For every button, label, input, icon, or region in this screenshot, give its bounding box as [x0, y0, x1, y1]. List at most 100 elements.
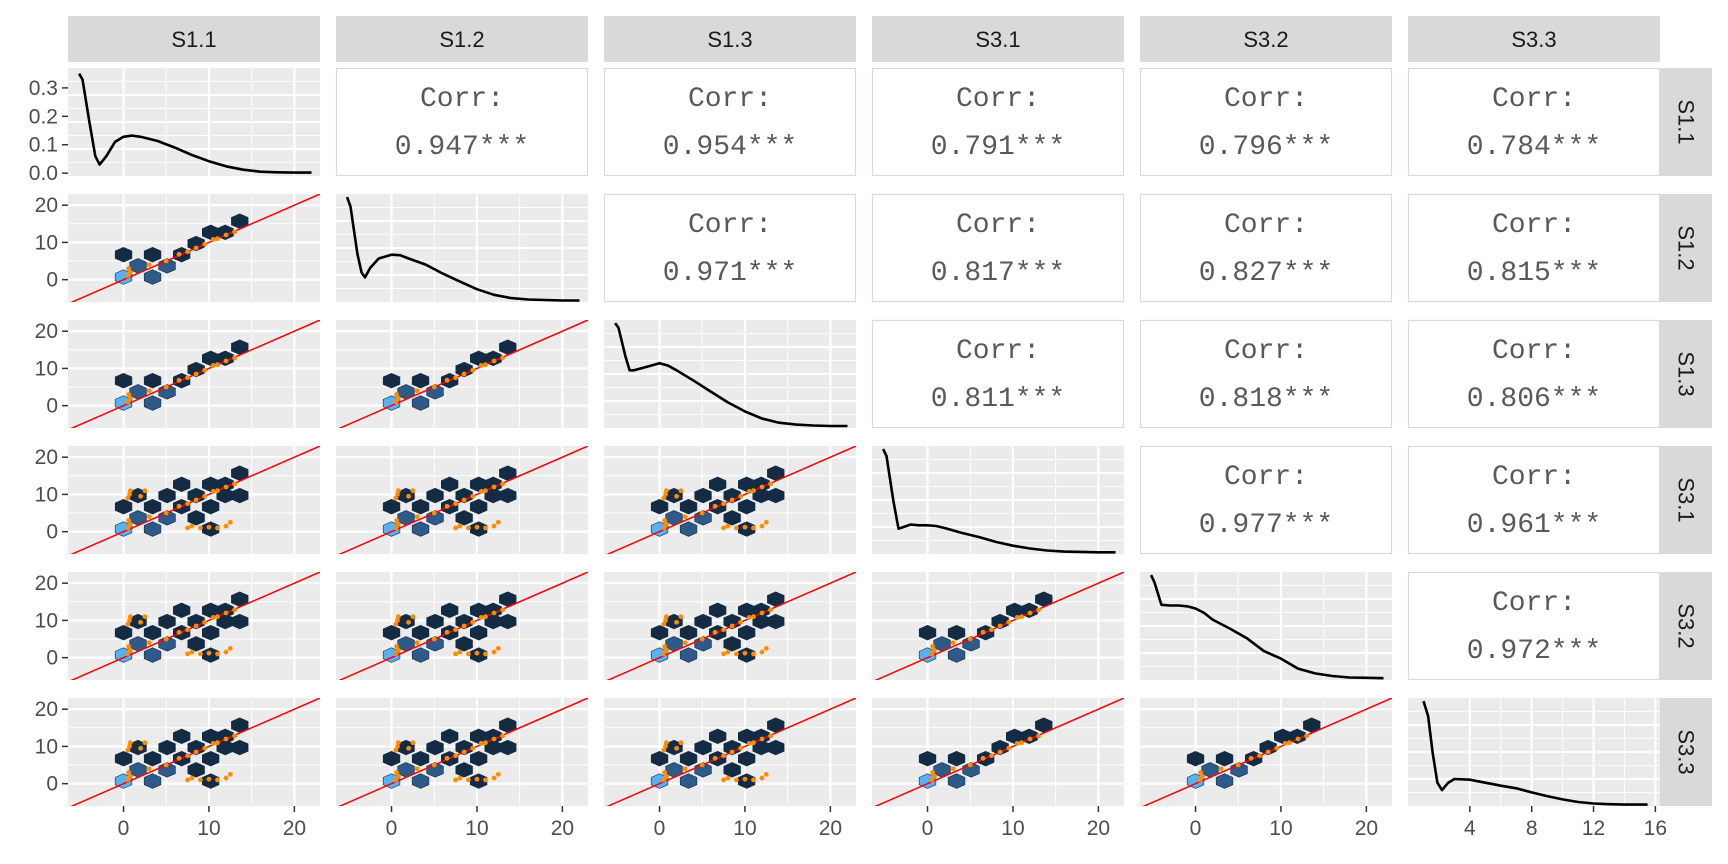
scatter-point [125, 399, 131, 405]
scatter-point [444, 629, 450, 635]
scatter-point [763, 771, 769, 777]
scatter-point [483, 740, 488, 746]
scatter-point [223, 232, 229, 238]
scatter-point [500, 481, 505, 487]
corr-label: Corr: [688, 210, 772, 241]
panel-S3.1-S3.3: Corr: 0.961*** [1407, 445, 1661, 555]
scatter-point [163, 510, 169, 516]
hexbin-layer [650, 717, 785, 789]
corr-label: Corr: [1224, 210, 1308, 241]
y-tick-label: 0 [46, 521, 58, 544]
hex-cell [202, 624, 220, 641]
hex-cell [767, 487, 785, 504]
panel-S3.3-S1.2 [336, 698, 588, 806]
scatter-point [185, 249, 190, 255]
scatter-point [1027, 736, 1033, 742]
scatter-point [661, 525, 667, 531]
scatter-point [1265, 749, 1271, 755]
hex-cell [382, 624, 401, 641]
hex-cell [143, 521, 162, 537]
corr-value: 0.971*** [663, 258, 797, 289]
scatter-point [127, 744, 132, 749]
scatter-point [466, 525, 471, 531]
scatter-point [929, 777, 935, 783]
hex-cell [143, 647, 162, 663]
density-curve [1149, 574, 1384, 680]
scatter-point [1287, 740, 1292, 746]
scatter-point [1019, 614, 1024, 620]
scatter-point [395, 740, 401, 746]
scatter-point [491, 610, 497, 616]
scatter-point [189, 523, 195, 529]
scatter-point [1295, 736, 1301, 742]
scatter-point [185, 627, 190, 633]
hex-cell [411, 372, 430, 389]
panel-S3.2-S1.3 [604, 572, 856, 680]
scatter-point [721, 753, 726, 759]
hex-cell [426, 739, 444, 756]
scatter-point [210, 741, 216, 746]
scatter-point [738, 745, 744, 751]
hex-cell [143, 750, 162, 767]
scatter-point [176, 503, 182, 509]
scatter-point [474, 650, 480, 656]
scatter-point [1019, 740, 1024, 746]
hex-cell [469, 521, 488, 537]
scatter-point [967, 762, 973, 768]
row-strip-label: S3.1 [1674, 477, 1699, 522]
scatter-point [721, 525, 726, 531]
scatter-point [478, 615, 484, 620]
corr-value: 0.817*** [931, 258, 1065, 289]
panel-S1.2-S1.1 [68, 194, 320, 302]
scatter-point [210, 363, 216, 368]
hex-cell [708, 728, 727, 745]
y-tick-label: 10 [35, 609, 58, 632]
panel-S1.2-S3.3: Corr: 0.815*** [1407, 193, 1661, 303]
scatter-point [125, 273, 131, 279]
scatter-point [1027, 610, 1033, 616]
scatter-point [721, 627, 726, 633]
scatter-point [721, 777, 726, 783]
hex-cell [114, 750, 133, 767]
scatter-point [461, 623, 467, 629]
hexbin-layer [114, 213, 249, 285]
panel-S1.1-S1.1 [68, 68, 320, 176]
scatter-point [461, 371, 467, 377]
scatter-point [146, 388, 152, 394]
scatter-point [142, 614, 148, 620]
scatter-point [461, 497, 467, 503]
scatter-point [742, 524, 748, 530]
scatter-point [232, 481, 237, 487]
column-strip-label: S3.2 [1243, 27, 1288, 52]
scatter-point [127, 740, 133, 746]
scatter-point [725, 523, 731, 529]
hex-cell [187, 510, 205, 526]
panel-S1.1-S3.2: Corr: 0.796*** [1139, 67, 1393, 177]
hex-cell [173, 602, 191, 619]
panel-S3.3-S1.3 [604, 698, 856, 806]
scatter-point [453, 375, 458, 381]
density-curve [1422, 700, 1648, 806]
scatter-point [193, 245, 199, 251]
hex-cell [426, 613, 444, 630]
hex-cell [158, 739, 176, 756]
hex-cell [1186, 750, 1205, 767]
scatter-point [768, 607, 773, 613]
hex-cell [187, 762, 205, 778]
scatter-point [138, 493, 144, 499]
scatter-point [461, 749, 467, 755]
hex-cell [187, 487, 205, 504]
hex-cell [114, 372, 133, 389]
scatter-point [470, 619, 476, 625]
scatter-point [227, 771, 233, 777]
scatter-point [751, 740, 756, 746]
hex-cell [455, 361, 473, 378]
scatter-point [232, 355, 237, 361]
hex-cell [679, 521, 698, 537]
hex-cell [767, 613, 785, 630]
scatter-point [678, 614, 684, 620]
panel-S3.1-S1.3 [604, 446, 856, 554]
scatter-point [663, 521, 669, 527]
scatter-point [223, 523, 229, 529]
